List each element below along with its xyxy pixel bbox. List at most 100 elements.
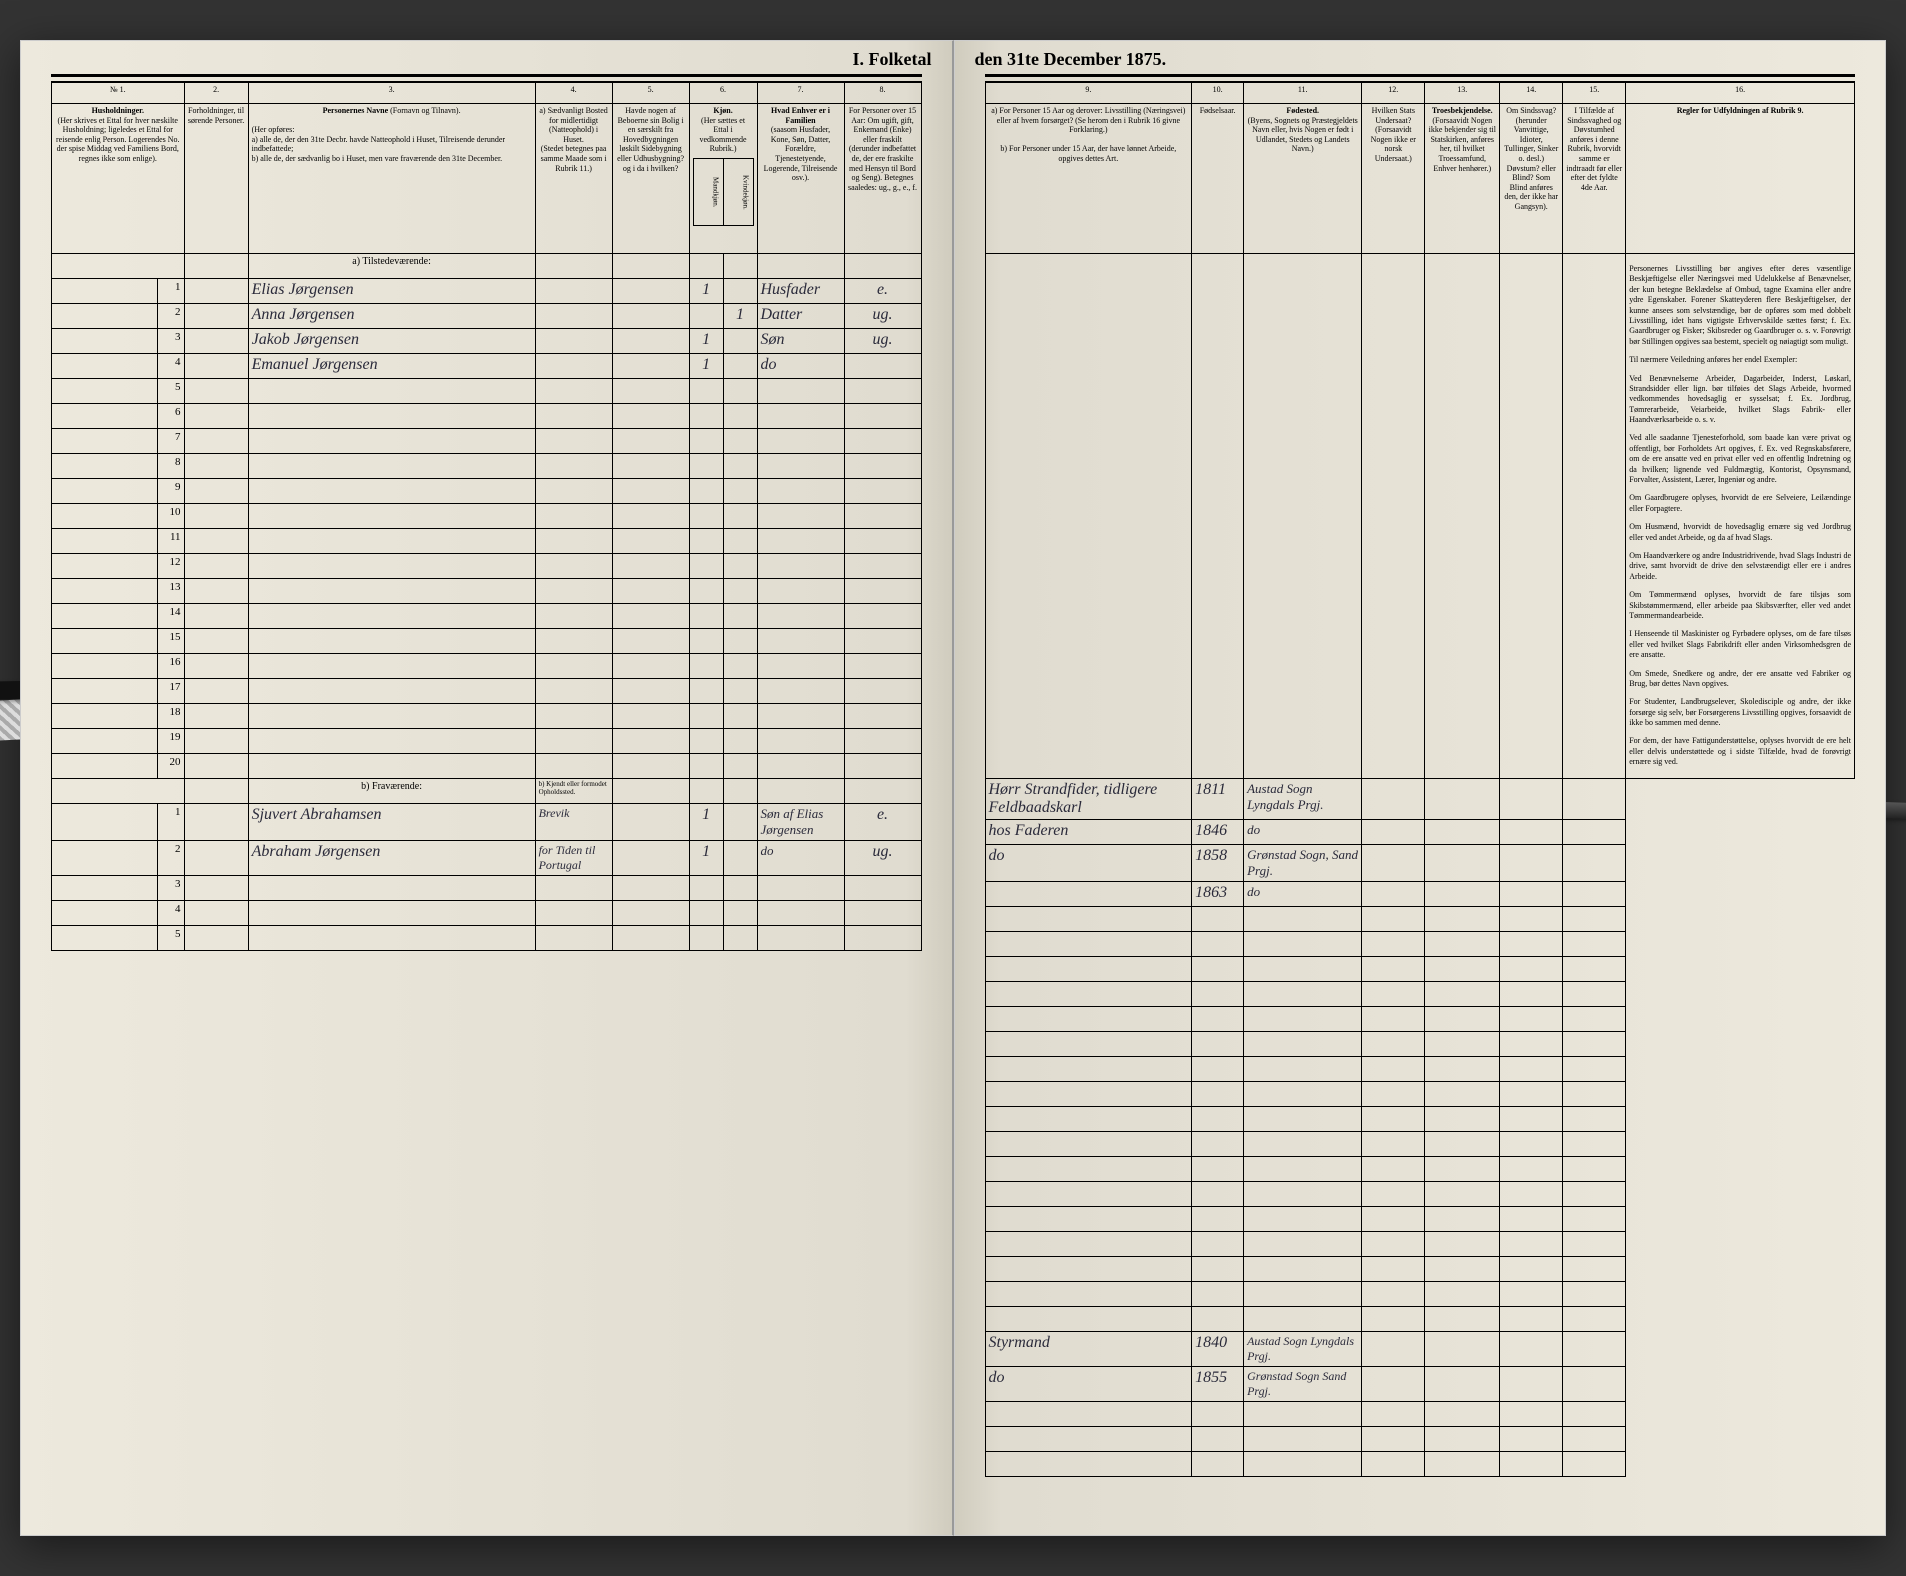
table-row: 4Emanuel Jørgensen1do — [52, 354, 922, 379]
table-row: 9 — [52, 479, 922, 504]
census-table-left: № 1. 2. 3. 4. 5. 6. 7. 8. Husholdninger.… — [51, 82, 922, 951]
table-row — [985, 1451, 1855, 1476]
left-page: I. Folketal № 1. 2. 3. 4. 5. 6. 7. 8. Hu… — [20, 40, 954, 1536]
table-row: 3Jakob Jørgensen1Sønug. — [52, 329, 922, 354]
table-row — [985, 1401, 1855, 1426]
table-row: 7 — [52, 429, 922, 454]
col6-num: 6. — [689, 83, 757, 104]
col11-head: Fødested.(Byens, Sognets og Præstegjelde… — [1244, 104, 1362, 254]
col13-num: 13. — [1425, 83, 1500, 104]
col14-head: Om Sindssvag?(herunder Vanvittige, Idiot… — [1500, 104, 1563, 254]
col3-num: 3. — [248, 83, 535, 104]
table-row: Hørr Strandfider, tidligere Feldbaadskar… — [985, 778, 1855, 819]
header-title-left: I. Folketal — [21, 41, 952, 74]
table-row — [985, 1206, 1855, 1231]
table-row: 1Sjuvert AbrahamsenBrevik1Søn af Elias J… — [52, 804, 922, 841]
col1-num: № 1. — [52, 83, 185, 104]
section-present-row-right: Personernes Livsstilling bør angives eft… — [985, 254, 1855, 779]
table-row — [985, 1231, 1855, 1256]
rule — [51, 74, 922, 82]
absent-rows: 1Sjuvert AbrahamsenBrevik1Søn af Elias J… — [52, 804, 922, 876]
section-absent-label: b) Fraværende: — [248, 779, 535, 804]
column-header-row: Husholdninger.(Her skrives et Ettal for … — [52, 104, 922, 254]
col8-num: 8. — [844, 83, 921, 104]
table-row — [985, 1106, 1855, 1131]
table-row: 19 — [52, 729, 922, 754]
column-number-row: 9. 10. 11. 12. 13. 14. 15. 16. — [985, 83, 1855, 104]
table-row: 12 — [52, 554, 922, 579]
table-row — [985, 1156, 1855, 1181]
table-row: 3 — [52, 876, 922, 901]
table-row: 13 — [52, 579, 922, 604]
col8-head: For Personer over 15 Aar: Om ugift, gift… — [844, 104, 921, 254]
col5-num: 5. — [612, 83, 689, 104]
table-row: 6 — [52, 404, 922, 429]
table-row: 18 — [52, 704, 922, 729]
table-row — [985, 1006, 1855, 1031]
table-row — [985, 1426, 1855, 1451]
col4-head: a) Sædvanligt Bosted for midlertidigt (N… — [535, 104, 612, 254]
header-title-right: den 31te December 1875. — [955, 41, 1886, 74]
table-row: 17 — [52, 679, 922, 704]
col3-head: Personernes Navne (Fornavn og Tilnavn). … — [248, 104, 535, 254]
table-row: 14 — [52, 604, 922, 629]
col14-num: 14. — [1500, 83, 1563, 104]
section-absent-row-right — [985, 1306, 1855, 1331]
table-row: 8 — [52, 454, 922, 479]
table-row: 2Abraham Jørgensenfor Tiden til Portugal… — [52, 841, 922, 876]
absent-rows-right: Styrmand1840Austad Sogn Lyngdals Prgj.do… — [985, 1331, 1855, 1401]
table-row — [985, 981, 1855, 1006]
absent-col4-label: b) Kjendt eller formodet Opholdssted. — [535, 779, 612, 804]
right-page: den 31te December 1875. 9. 10. 11. 12. 1… — [954, 40, 1887, 1536]
census-book-spread: I. Folketal № 1. 2. 3. 4. 5. 6. 7. 8. Hu… — [20, 40, 1886, 1536]
col2-head: Forholdninger, til sørende Personer. — [184, 104, 248, 254]
col12-head: Hvilken Stats Undersaat?(Forsaavidt Noge… — [1362, 104, 1425, 254]
col4-num: 4. — [535, 83, 612, 104]
col13-head: Troesbekjendelse.(Forsaavidt Nogen ikke … — [1425, 104, 1500, 254]
col1-head: Husholdninger.(Her skrives et Ettal for … — [52, 104, 185, 254]
col9-head: a) For Personer 15 Aar og derover: Livss… — [985, 104, 1192, 254]
table-row: 16 — [52, 654, 922, 679]
table-row: 4 — [52, 901, 922, 926]
table-row — [985, 1131, 1855, 1156]
column-number-row: № 1. 2. 3. 4. 5. 6. 7. 8. — [52, 83, 922, 104]
census-table-right: 9. 10. 11. 12. 13. 14. 15. 16. a) For Pe… — [985, 82, 1856, 1477]
table-row: 2Anna Jørgensen1Datterug. — [52, 304, 922, 329]
col15-head: I Tilfælde af Sindssvaghed og Døvstumhed… — [1563, 104, 1626, 254]
table-row: 10 — [52, 504, 922, 529]
rule — [985, 74, 1856, 82]
col2-num: 2. — [184, 83, 248, 104]
col9-num: 9. — [985, 83, 1192, 104]
section-present-row: a) Tilstedeværende: — [52, 254, 922, 279]
col16-num: 16. — [1626, 83, 1855, 104]
section-present-label: a) Tilstedeværende: — [248, 254, 535, 279]
table-row — [985, 1031, 1855, 1056]
table-row — [985, 906, 1855, 931]
table-row: 5 — [52, 379, 922, 404]
table-row: 1Elias Jørgensen1Husfadere. — [52, 279, 922, 304]
col12-num: 12. — [1362, 83, 1425, 104]
table-row — [985, 1181, 1855, 1206]
instructions-cell: Personernes Livsstilling bør angives eft… — [1626, 254, 1855, 779]
col5-head: Havde nogen af Beboerne sin Bolig i en s… — [612, 104, 689, 254]
table-row: Styrmand1840Austad Sogn Lyngdals Prgj. — [985, 1331, 1855, 1366]
table-row: 15 — [52, 629, 922, 654]
col15-num: 15. — [1563, 83, 1626, 104]
present-rows: 1Elias Jørgensen1Husfadere.2Anna Jørgens… — [52, 279, 922, 379]
col16-head: Regler for Udfyldningen af Rubrik 9. — [1626, 104, 1855, 254]
table-row — [985, 1256, 1855, 1281]
col7-head: Hvad Enhver er i Familien(saasom Husfade… — [757, 104, 844, 254]
col10-head: Fødselsaar. — [1192, 104, 1244, 254]
table-row — [985, 1056, 1855, 1081]
table-row — [985, 1081, 1855, 1106]
table-row: hos Faderen1846do — [985, 819, 1855, 844]
table-row: do1855Grønstad Sogn Sand Prgj. — [985, 1366, 1855, 1401]
col7-num: 7. — [757, 83, 844, 104]
empty-rows: 567891011121314151617181920 — [52, 379, 922, 779]
table-row — [985, 931, 1855, 956]
col6-head: Kjøn.(Her sættes et Ettal i vedkommende … — [689, 104, 757, 254]
col11-num: 11. — [1244, 83, 1362, 104]
empty-rows-right — [985, 906, 1855, 1306]
table-row: 20 — [52, 754, 922, 779]
empty-absent: 345 — [52, 876, 922, 951]
